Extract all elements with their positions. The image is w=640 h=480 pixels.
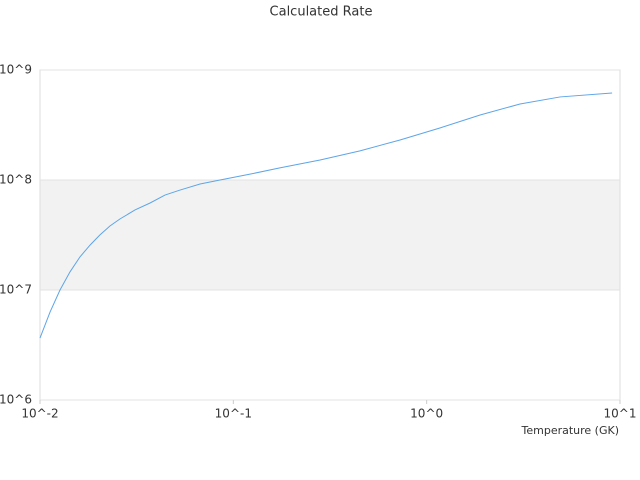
- data-line: [39, 92, 613, 339]
- y-tick-label: 10^6: [0, 393, 32, 407]
- x-tick-label: 10^1: [604, 407, 637, 421]
- x-axis-label: Temperature (GK): [521, 424, 620, 437]
- grid-band: [40, 180, 620, 290]
- x-tick-label: 10^-1: [215, 407, 252, 421]
- y-tick-label: 10^8: [0, 173, 32, 187]
- x-tick-label: 10^0: [410, 407, 443, 421]
- chart-title: Calculated Rate: [270, 5, 373, 20]
- y-tick-label: 10^9: [0, 63, 32, 77]
- y-tick-label: 10^7: [0, 283, 32, 297]
- x-tick-label: 10^-2: [21, 407, 58, 421]
